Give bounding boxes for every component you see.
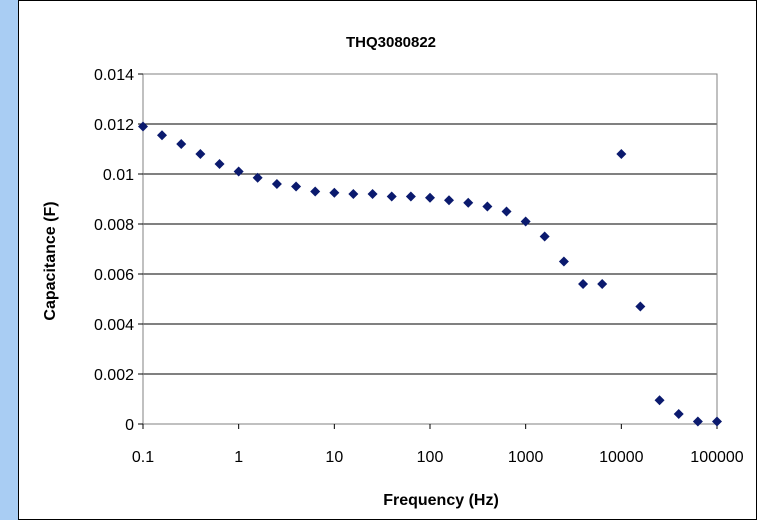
y-tick-label: 0.014 — [94, 67, 134, 84]
y-axis-ticks: 0 0.002 0.004 0.006 0.008 0.01 0.012 0.014 — [94, 67, 143, 434]
data-points — [138, 121, 722, 427]
y-tick-label: 0.004 — [94, 317, 134, 334]
data-point-30 — [712, 416, 722, 427]
data-point-27 — [654, 395, 665, 406]
data-point-29 — [692, 416, 703, 427]
data-point-12 — [367, 189, 378, 199]
y-axis-label: Capacitance (F) — [42, 201, 59, 320]
data-point-7 — [271, 179, 282, 189]
data-point-1 — [157, 130, 168, 141]
x-tick-label: 100000 — [690, 449, 743, 466]
data-point-0 — [138, 121, 148, 132]
data-point-4 — [214, 159, 225, 169]
data-point-6 — [252, 172, 263, 183]
data-point-21 — [539, 231, 550, 242]
gridlines — [143, 73, 717, 425]
data-point-2 — [176, 139, 187, 149]
x-axis-label: Frequency (Hz) — [383, 492, 499, 509]
chart-title: THQ3080822 — [346, 34, 436, 51]
data-point-18 — [482, 201, 493, 212]
data-point-28 — [673, 409, 684, 419]
data-point-22 — [558, 256, 569, 267]
left-strip — [0, 0, 18, 520]
data-point-17 — [463, 197, 474, 208]
data-point-20 — [520, 216, 531, 227]
plot-area — [142, 73, 718, 425]
data-point-9 — [310, 186, 321, 197]
x-axis-ticks: 0.1 1 10 100 1000 10000 100000 — [132, 424, 744, 466]
scatter-chart: THQ3080822 0 0.002 0.004 0.006 0.008 0.01 0.01… — [42, 34, 744, 509]
data-point-15 — [425, 192, 435, 203]
data-point-11 — [348, 189, 359, 199]
x-tick-label: 1000 — [508, 449, 544, 466]
data-point-10 — [329, 187, 340, 198]
y-tick-label: 0 — [125, 417, 134, 434]
y-tick-label: 0.002 — [94, 367, 134, 384]
data-point-25 — [616, 149, 627, 159]
y-tick-label: 0.01 — [103, 167, 134, 184]
y-tick-label: 0.006 — [94, 267, 134, 284]
data-point-13 — [386, 191, 397, 202]
x-tick-label: 10000 — [599, 449, 644, 466]
data-point-14 — [405, 191, 416, 202]
chart-frame: THQ3080822 0 0.002 0.004 0.006 0.008 0.01 0.01… — [18, 0, 757, 520]
x-tick-label: 0.1 — [132, 449, 154, 466]
data-point-24 — [597, 279, 608, 289]
data-point-19 — [501, 206, 512, 217]
x-tick-label: 100 — [417, 449, 444, 466]
y-tick-label: 0.012 — [94, 117, 134, 134]
data-point-3 — [195, 149, 206, 159]
data-point-16 — [444, 195, 455, 206]
y-tick-label: 0.008 — [94, 217, 134, 234]
data-point-26 — [635, 301, 646, 312]
data-point-23 — [578, 279, 589, 289]
data-point-8 — [291, 181, 302, 192]
data-point-5 — [233, 166, 244, 177]
x-tick-label: 10 — [325, 449, 343, 466]
x-tick-label: 1 — [234, 449, 243, 466]
